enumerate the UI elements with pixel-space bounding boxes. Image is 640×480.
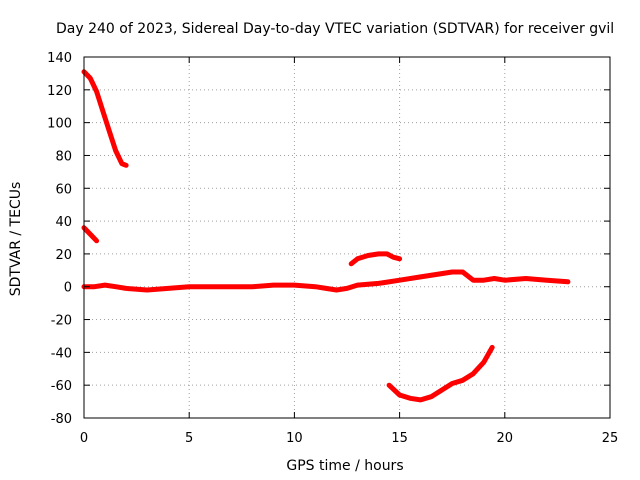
y-tick-label: 140 [47,51,72,66]
y-tick-label: -40 [51,346,72,361]
y-tick-label: 40 [55,215,72,230]
x-tick-label: 15 [391,431,408,446]
series-line-segment-5 [386,344,495,403]
y-tick-label: -20 [51,314,72,329]
y-tick-label: 80 [55,149,72,164]
series-line-segment-3 [81,269,571,293]
y-axis-title: SDTVAR / TECUs [8,182,24,297]
series-line-segment-1 [81,69,129,168]
series-layer [81,69,571,403]
y-tick-label: -80 [51,412,72,427]
x-axis-title: GPS time / hours [286,458,403,474]
grid-layer [84,57,610,418]
chart-title: Day 240 of 2023, Sidereal Day-to-day VTE… [56,21,614,37]
x-tick-label: 5 [185,431,193,446]
y-tick-label: 60 [55,182,72,197]
x-tick-label: 10 [286,431,303,446]
y-tick-label: 120 [47,84,72,99]
x-tick-label: 20 [497,431,514,446]
y-tick-label: 0 [64,281,72,296]
x-tick-label: 25 [602,431,619,446]
series-line-segment-4 [348,251,403,267]
axes-layer: 0 5 10 15 20 25 -80 -60 -40 -20 0 20 40 60 80 100 120 140 [47,51,618,446]
x-tick-label: 0 [80,431,88,446]
plot-frame [83,56,611,419]
y-tick-label: 20 [55,248,72,263]
y-tick-label: -60 [51,379,72,394]
series-line-segment-2 [81,225,100,244]
y-tick-label: 100 [47,117,72,132]
